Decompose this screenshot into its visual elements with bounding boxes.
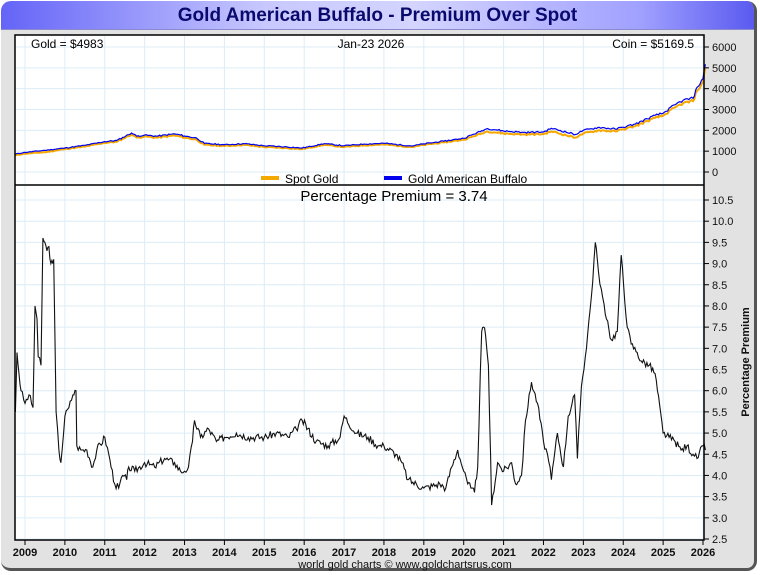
premium-y-axis: 10.5 10.0 9.5 9.0 8.5 8.0 7.5 7.0 6.5 6.0 5.5 5.0 4.… — [704, 195, 733, 546]
year-tick-label: 2013 — [172, 547, 196, 559]
premium-y-tick-label: 4.0 — [712, 470, 727, 482]
year-tick-label: 2009 — [13, 547, 37, 559]
premium-plot-area — [15, 185, 704, 540]
premium-y-tick-label: 7.5 — [712, 322, 727, 334]
date-label: Jan-23 2026 — [338, 37, 405, 51]
year-tick-label: 2019 — [412, 547, 436, 559]
price-y-axis: 6000 5000 4000 3000 2000 1000 0 — [704, 42, 736, 179]
year-tick-label: 2015 — [252, 547, 276, 559]
year-tick-label: 2026 — [691, 547, 715, 559]
series-buffalo-line — [14, 64, 706, 155]
price-y-tick-label: 5000 — [712, 63, 736, 75]
legend: Spot Gold Gold American Buffalo — [261, 172, 528, 186]
title-bar: Gold American Buffalo - Premium Over Spo… — [1, 1, 754, 30]
premium-y-tick-label: 10.5 — [712, 195, 733, 207]
year-tick-label: 2012 — [132, 547, 156, 559]
year-tick-label: 2014 — [212, 547, 237, 559]
price-y-tick-label: 1000 — [712, 146, 736, 158]
price-series-group — [14, 64, 707, 157]
year-tick-label: 2020 — [451, 547, 475, 559]
footer-credit: world gold charts © www.goldchartsrus.co… — [297, 559, 512, 571]
year-tick-label: 2022 — [531, 547, 555, 559]
premium-y-tick-label: 3.0 — [712, 513, 727, 525]
price-y-tick-label: 0 — [712, 167, 718, 179]
price-grid — [16, 36, 704, 184]
price-y-tick-label: 2000 — [712, 125, 736, 137]
premium-y-tick-label: 8.5 — [712, 280, 727, 292]
year-tick-label: 2016 — [292, 547, 316, 559]
premium-series-group — [14, 237, 706, 506]
coin-price-label: Coin = $5169.5 — [612, 37, 694, 51]
year-tick-label: 2023 — [571, 547, 595, 559]
chart-title: Gold American Buffalo - Premium Over Spo… — [177, 5, 578, 26]
premium-grid — [16, 186, 704, 540]
premium-y-tick-label: 6.5 — [712, 365, 727, 377]
year-x-axis: 2009 2010 2011 2012 2013 2014 2015 2016 2017 2018… — [13, 540, 715, 559]
legend-swatch-spot-gold — [261, 176, 279, 180]
year-tick-label: 2021 — [491, 547, 515, 559]
price-y-tick-label: 3000 — [712, 105, 736, 117]
series-premium-line — [14, 237, 706, 506]
premium-y-tick-label: 10.0 — [712, 216, 733, 228]
premium-title: Percentage Premium = 3.74 — [300, 188, 487, 205]
premium-y-tick-label: 9.5 — [712, 237, 727, 249]
legend-label-buffalo: Gold American Buffalo — [408, 172, 528, 186]
premium-y-axis-label: Percentage Premium — [740, 307, 752, 417]
year-tick-label: 2017 — [332, 547, 356, 559]
legend-swatch-buffalo — [384, 176, 402, 180]
premium-y-tick-label: 2.5 — [712, 534, 727, 546]
year-tick-label: 2024 — [611, 547, 636, 559]
year-tick-label: 2011 — [93, 547, 117, 559]
gold-price-label: Gold = $4983 — [31, 37, 104, 51]
year-tick-label: 2018 — [372, 547, 396, 559]
premium-y-tick-label: 9.0 — [712, 259, 727, 271]
year-tick-label: 2010 — [53, 547, 77, 559]
premium-y-tick-label: 5.5 — [712, 407, 727, 419]
price-y-tick-label: 4000 — [712, 84, 736, 96]
year-tick-label: 2025 — [651, 547, 675, 559]
premium-y-tick-label: 5.0 — [712, 428, 727, 440]
premium-y-tick-label: 7.0 — [712, 343, 727, 355]
price-y-tick-label: 6000 — [712, 42, 736, 54]
premium-y-tick-label: 8.0 — [712, 301, 727, 313]
series-spot-gold-line — [14, 67, 707, 157]
premium-y-tick-label: 3.5 — [712, 492, 727, 504]
premium-y-tick-label: 6.0 — [712, 386, 727, 398]
plot-border — [14, 34, 705, 541]
premium-y-tick-label: 4.5 — [712, 449, 727, 461]
legend-label-spot-gold: Spot Gold — [285, 172, 338, 186]
